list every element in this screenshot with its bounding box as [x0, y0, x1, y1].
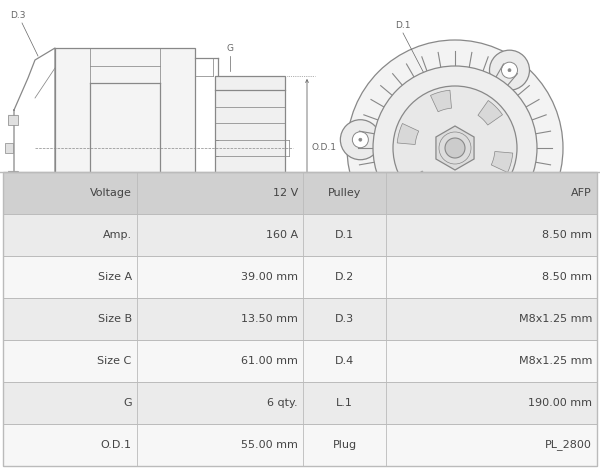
- Text: Size B: Size B: [98, 314, 131, 324]
- Circle shape: [393, 86, 517, 210]
- Text: D.4: D.4: [10, 303, 26, 312]
- Text: 8.50 mm: 8.50 mm: [542, 272, 592, 282]
- Bar: [55, 48, 195, 248]
- Text: 160 A: 160 A: [266, 230, 298, 240]
- Circle shape: [502, 62, 517, 78]
- Text: D.3: D.3: [335, 314, 354, 324]
- Bar: [3, 424, 597, 466]
- Text: Plug: Plug: [332, 440, 356, 450]
- Text: D.1: D.1: [395, 21, 410, 30]
- Circle shape: [352, 132, 368, 148]
- Bar: [8, 171, 18, 181]
- Polygon shape: [458, 184, 479, 206]
- Text: L.1: L.1: [336, 398, 353, 408]
- Polygon shape: [478, 101, 503, 125]
- Bar: [3, 340, 597, 382]
- Circle shape: [508, 69, 511, 72]
- Text: 55.00 mm: 55.00 mm: [241, 440, 298, 450]
- Text: C: C: [101, 284, 107, 293]
- Text: O.D.1: O.D.1: [101, 440, 131, 450]
- Text: O.D.1: O.D.1: [312, 143, 337, 152]
- Polygon shape: [491, 151, 513, 172]
- Circle shape: [490, 206, 529, 246]
- Text: 8.50 mm: 8.50 mm: [542, 230, 592, 240]
- Text: PL_2800: PL_2800: [545, 439, 592, 450]
- Text: L1: L1: [144, 300, 155, 309]
- Text: M8x1.25 mm: M8x1.25 mm: [518, 314, 592, 324]
- Text: Amp.: Amp.: [103, 230, 131, 240]
- Polygon shape: [430, 90, 452, 112]
- Text: A: A: [237, 299, 243, 308]
- Text: D.2: D.2: [335, 272, 354, 282]
- Bar: [303, 172, 386, 213]
- Text: 13.50 mm: 13.50 mm: [241, 314, 298, 324]
- Bar: [3, 298, 597, 340]
- Text: Voltage: Voltage: [90, 188, 131, 197]
- Text: D.1: D.1: [335, 230, 354, 240]
- Circle shape: [445, 138, 465, 158]
- Text: 39.00 mm: 39.00 mm: [241, 272, 298, 282]
- Bar: [215, 76, 285, 220]
- Text: D.4: D.4: [335, 356, 354, 366]
- Text: 12 V: 12 V: [273, 188, 298, 197]
- Polygon shape: [436, 126, 474, 170]
- Bar: [3, 172, 597, 466]
- Circle shape: [502, 218, 517, 234]
- Bar: [8, 115, 18, 125]
- Bar: [3, 382, 597, 424]
- Text: AFP: AFP: [571, 188, 592, 197]
- Polygon shape: [397, 124, 419, 144]
- Text: D.2: D.2: [370, 266, 385, 275]
- Text: G: G: [123, 398, 131, 408]
- Text: B: B: [202, 284, 208, 293]
- Text: Pulley: Pulley: [328, 188, 361, 197]
- Text: 61.00 mm: 61.00 mm: [241, 356, 298, 366]
- Text: G: G: [227, 44, 233, 53]
- Text: Size A: Size A: [98, 272, 131, 282]
- Bar: [3, 256, 597, 298]
- Bar: [3, 213, 597, 256]
- Circle shape: [508, 224, 511, 227]
- Circle shape: [490, 50, 529, 90]
- Text: 190.00 mm: 190.00 mm: [528, 398, 592, 408]
- Circle shape: [340, 120, 380, 160]
- Polygon shape: [407, 171, 432, 196]
- Text: Size C: Size C: [97, 356, 131, 366]
- Circle shape: [373, 66, 537, 230]
- Circle shape: [347, 40, 563, 256]
- Circle shape: [359, 138, 362, 141]
- Text: D.3: D.3: [10, 11, 26, 20]
- Text: 6 qty.: 6 qty.: [268, 398, 298, 408]
- Text: M8x1.25 mm: M8x1.25 mm: [518, 356, 592, 366]
- Bar: [3, 172, 597, 213]
- Bar: [5, 143, 13, 153]
